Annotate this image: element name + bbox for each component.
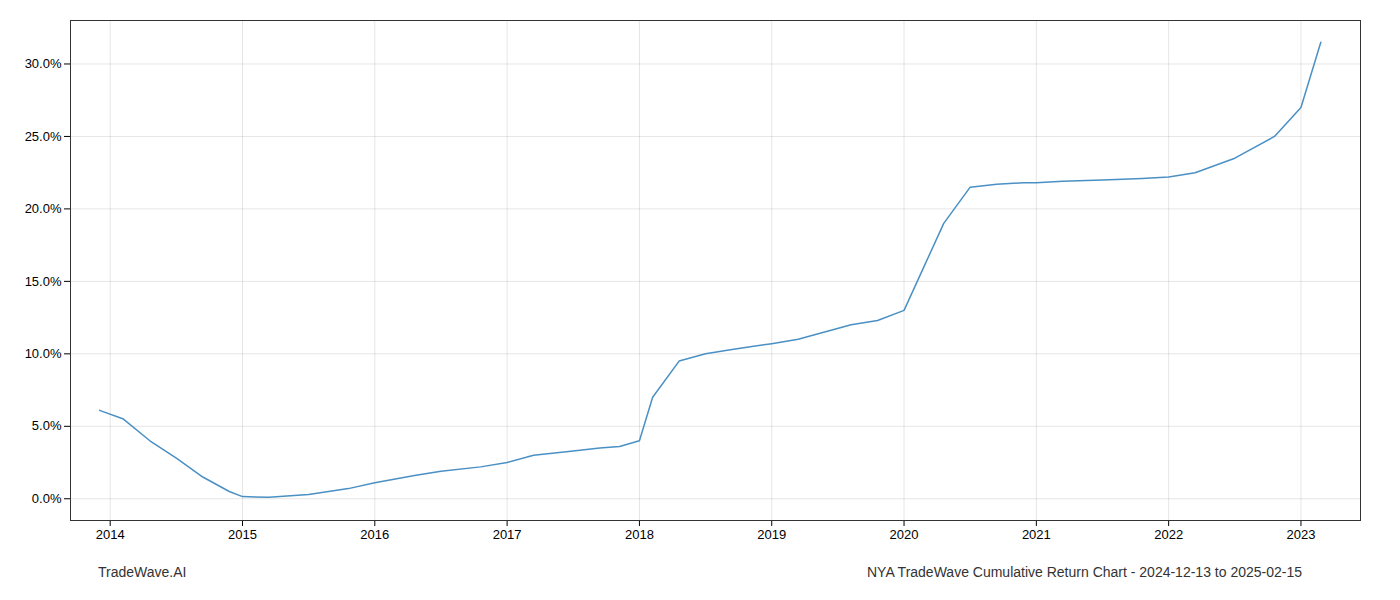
svg-text:2022: 2022 (1154, 527, 1183, 542)
svg-text:5.0%: 5.0% (32, 418, 62, 433)
svg-text:10.0%: 10.0% (25, 346, 62, 361)
svg-text:2020: 2020 (890, 527, 919, 542)
svg-text:2017: 2017 (493, 527, 522, 542)
svg-text:2016: 2016 (360, 527, 389, 542)
html-text:NYA TradeWave Cumulative Retur: NYA TradeWave Cumulative Return Chart - … (867, 564, 1302, 580)
svg-text:30.0%: 30.0% (25, 56, 62, 71)
svg-text:15.0%: 15.0% (25, 274, 62, 289)
svg-text:2021: 2021 (1022, 527, 1051, 542)
svg-text:2019: 2019 (757, 527, 786, 542)
svg-text:0.0%: 0.0% (32, 491, 62, 506)
svg-text:2014: 2014 (96, 527, 125, 542)
svg-text:20.0%: 20.0% (25, 201, 62, 216)
svg-text:25.0%: 25.0% (25, 129, 62, 144)
svg-text:2023: 2023 (1287, 527, 1316, 542)
html-text:TradeWave.AI: TradeWave.AI (98, 564, 187, 580)
svg-text:2018: 2018 (625, 527, 654, 542)
svg-text:2015: 2015 (228, 527, 257, 542)
